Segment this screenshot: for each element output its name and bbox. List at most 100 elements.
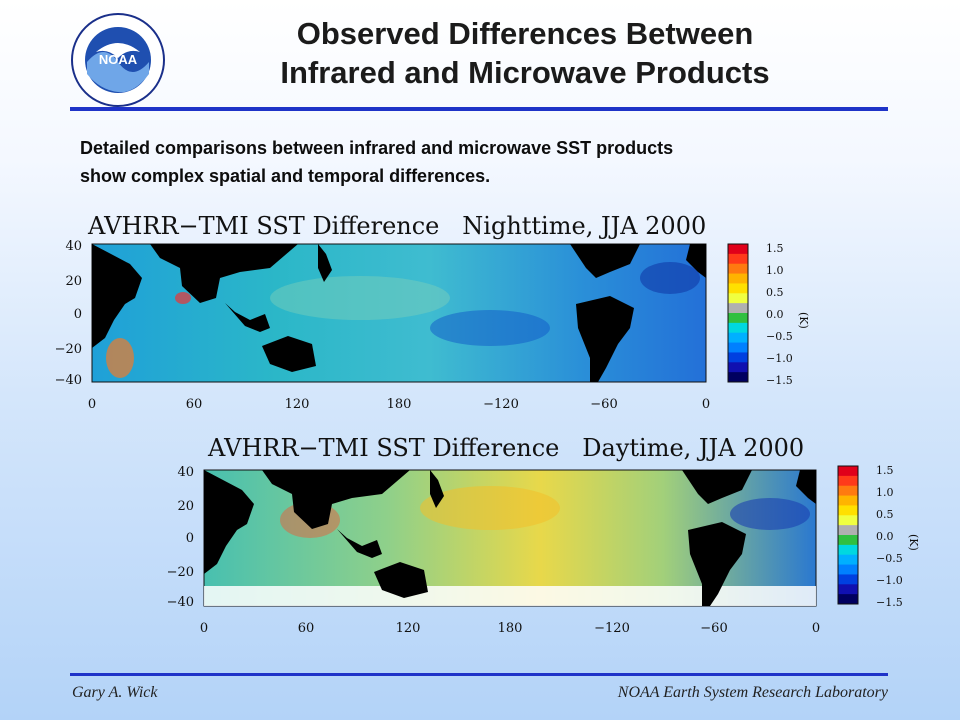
colorbar-swatch	[728, 303, 748, 314]
colorbar-swatch	[838, 505, 858, 516]
nighttime-x-axis: 0 60 120 180 −120 −60 0	[88, 397, 710, 412]
x-tick-label: 180	[387, 397, 412, 412]
colorbar-swatch	[838, 564, 858, 575]
colorbar-swatch	[838, 515, 858, 526]
y-tick-label: 0	[186, 531, 194, 546]
colorbar-label: 0.5	[876, 508, 894, 521]
colorbar-swatch	[838, 466, 858, 477]
daytime-map-title: AVHRR−TMI SST Difference Daytime, JJA 20…	[208, 434, 805, 462]
colorbar-swatch	[728, 244, 748, 255]
daytime-land	[204, 470, 816, 606]
slide-title: Observed Differences Between Infrared an…	[180, 14, 870, 92]
colorbar-swatch	[838, 485, 858, 497]
colorbar-swatch	[728, 273, 748, 284]
colorbar-label: −1.0	[766, 352, 793, 365]
subtitle-line2: show complex spatial and temporal differ…	[80, 166, 491, 186]
colorbar-swatch	[838, 574, 858, 585]
footer-author: Gary A. Wick	[72, 684, 158, 701]
noaa-logo: NOAA	[70, 12, 166, 108]
colorbar-swatch	[728, 253, 748, 265]
subtitle-line1: Detailed comparisons between infrared an…	[80, 138, 674, 158]
colorbar-swatch	[838, 584, 858, 595]
y-tick-label: −40	[167, 595, 194, 610]
daytime-map-area	[203, 469, 817, 607]
colorbar-frame	[727, 243, 749, 383]
colorbar-label: −0.5	[876, 552, 903, 565]
colorbar-swatch	[728, 263, 748, 275]
y-tick-label: −20	[167, 565, 194, 580]
x-tick-label: 0	[88, 397, 96, 412]
colorbar-label: 1.0	[766, 264, 784, 277]
colorbar-label: 1.5	[766, 242, 784, 255]
colorbar-unit: (K)	[797, 312, 810, 329]
colorbar-swatch	[838, 535, 858, 546]
colorbar-swatch	[838, 525, 858, 536]
colorbar-label: −1.0	[876, 574, 903, 587]
colorbar-swatch	[728, 362, 748, 373]
y-tick-label: −40	[55, 373, 82, 388]
x-tick-label: 0	[200, 621, 208, 636]
footer-lab: NOAA Earth System Research Laboratory	[617, 684, 888, 701]
footer-divider	[70, 673, 888, 676]
slide-title-line2: Infrared and Microwave Products	[280, 55, 770, 90]
nighttime-y-axis: 40 20 0 −20 −40	[55, 239, 82, 388]
colorbar-swatch	[728, 342, 748, 353]
slide-subtitle: Detailed comparisons between infrared an…	[80, 134, 900, 190]
colorbar-swatch	[728, 293, 748, 304]
daytime-colorbar-labels: 1.5 1.0 0.5 0.0 −0.5 −1.0 −1.5 (K)	[876, 464, 920, 609]
daytime-x-axis: 0 60 120 180 −120 −60 0	[200, 621, 820, 636]
colorbar-swatch	[838, 554, 858, 566]
colorbar-label: 1.0	[876, 486, 894, 499]
x-tick-label: 120	[396, 621, 421, 636]
colorbar-swatch	[728, 352, 748, 363]
nighttime-colorbar	[727, 243, 749, 383]
colorbar-swatch	[728, 283, 748, 294]
colorbar-swatch	[838, 495, 858, 506]
colorbar-frame	[837, 465, 859, 605]
colorbar-swatch	[838, 544, 858, 556]
x-tick-label: 180	[498, 621, 523, 636]
colorbar-swatch	[838, 475, 858, 487]
x-tick-label: −60	[700, 621, 727, 636]
y-tick-label: 20	[65, 274, 82, 289]
x-tick-label: −120	[483, 397, 519, 412]
daytime-sst-map-panel: AVHRR−TMI SST Difference Daytime, JJA 20…	[140, 430, 940, 640]
slide-title-line1: Observed Differences Between	[296, 16, 754, 51]
nighttime-map-area	[91, 243, 707, 383]
y-tick-label: 40	[65, 239, 82, 254]
nighttime-map-title: AVHRR−TMI SST Difference Nighttime, JJA …	[88, 212, 707, 240]
x-tick-label: −60	[590, 397, 617, 412]
colorbar-label: 0.0	[766, 308, 784, 321]
nighttime-land	[92, 244, 706, 382]
colorbar-label: −1.5	[876, 596, 903, 609]
colorbar-swatch	[838, 594, 858, 605]
title-divider	[70, 107, 888, 111]
colorbar-unit: (K)	[907, 534, 920, 551]
daytime-map-svg: 40 20 0 −20 −40 0 60 120 180 −120 −60 0 …	[167, 464, 920, 636]
y-tick-label: 20	[177, 499, 194, 514]
x-tick-label: 120	[285, 397, 310, 412]
colorbar-swatch	[728, 313, 748, 324]
x-tick-label: 0	[812, 621, 820, 636]
x-tick-label: 60	[298, 621, 315, 636]
nighttime-colorbar-labels: 1.5 1.0 0.5 0.0 −0.5 −1.0 −1.5 (K)	[766, 242, 810, 387]
x-tick-label: 0	[702, 397, 710, 412]
colorbar-label: 0.0	[876, 530, 894, 543]
nighttime-map-svg: 40 20 0 −20 −40 0 60 120 180 −120 −60 0 …	[55, 239, 810, 412]
colorbar-label: −1.5	[766, 374, 793, 387]
colorbar-label: −0.5	[766, 330, 793, 343]
daytime-colorbar	[837, 465, 859, 605]
y-tick-label: 0	[74, 307, 82, 322]
x-tick-label: −120	[594, 621, 630, 636]
colorbar-label: 1.5	[876, 464, 894, 477]
colorbar-swatch	[728, 372, 748, 383]
y-tick-label: −20	[55, 342, 82, 357]
logo-text: NOAA	[99, 52, 138, 67]
daytime-y-axis: 40 20 0 −20 −40	[167, 465, 194, 610]
colorbar-swatch	[728, 332, 748, 344]
colorbar-swatch	[728, 322, 748, 334]
colorbar-label: 0.5	[766, 286, 784, 299]
nighttime-sst-map-panel: AVHRR−TMI SST Difference Nighttime, JJA …	[30, 208, 830, 418]
x-tick-label: 60	[186, 397, 203, 412]
y-tick-label: 40	[177, 465, 194, 480]
